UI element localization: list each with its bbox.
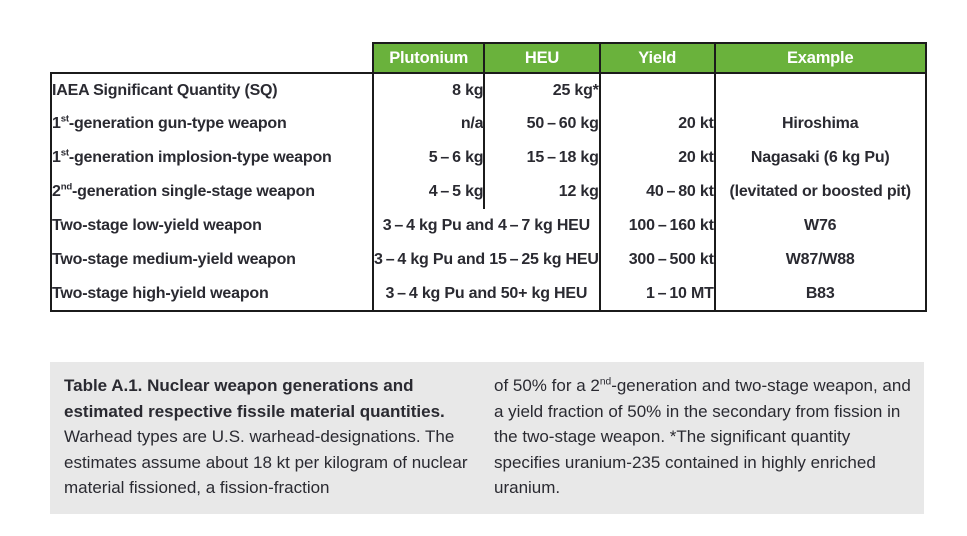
example-value: Hiroshima bbox=[714, 107, 927, 141]
example-value: (levitated or boosted pit) bbox=[714, 175, 927, 209]
material-value: 3 – 4 kg Pu and 15 – 25 kg HEU bbox=[373, 243, 601, 277]
yield-value: 40 – 80 kt bbox=[599, 175, 716, 209]
row-label: 1st-generation gun-type weapon bbox=[50, 107, 374, 141]
plutonium-value: n/a bbox=[373, 107, 486, 141]
table-row: Two-stage medium-yield weapon 3 – 4 kg P… bbox=[50, 243, 927, 277]
table-row: Two-stage high-yield weapon 3 – 4 kg Pu … bbox=[50, 277, 927, 312]
plutonium-value: 8 kg bbox=[373, 73, 486, 107]
heu-value: 15 – 18 kg bbox=[484, 141, 601, 175]
table-row: Two-stage low-yield weapon 3 – 4 kg Pu a… bbox=[50, 209, 927, 243]
column-header-plutonium: Plutonium bbox=[371, 42, 486, 74]
table-row: 1st-generation implosion-type weapon 5 –… bbox=[50, 141, 927, 175]
row-label: 2nd-generation single-stage weapon bbox=[50, 175, 374, 209]
example-value: B83 bbox=[714, 277, 927, 312]
table-row: IAEA Significant Quantity (SQ) 8 kg 25 k… bbox=[50, 72, 927, 107]
caption-right-column: of 50% for a 2nd-generation and two-stag… bbox=[494, 376, 911, 497]
example-value bbox=[714, 73, 927, 107]
plutonium-value: 5 – 6 kg bbox=[373, 141, 486, 175]
heu-value: 25 kg* bbox=[484, 73, 601, 107]
table-row: 1st-generation gun-type weapon n/a 50 – … bbox=[50, 107, 927, 141]
yield-value bbox=[599, 73, 716, 107]
example-value: Nagasaki (6 kg Pu) bbox=[714, 141, 927, 175]
example-value: W76 bbox=[714, 209, 927, 243]
row-label: 1st-generation implosion-type weapon bbox=[50, 141, 374, 175]
heu-value: 50 – 60 kg bbox=[484, 107, 601, 141]
row-label: Two-stage medium-yield weapon bbox=[50, 243, 374, 277]
table-caption: Table A.1. Nuclear weapon generations an… bbox=[50, 362, 924, 514]
example-value: W87/W88 bbox=[714, 243, 927, 277]
row-label: IAEA Significant Quantity (SQ) bbox=[50, 72, 374, 107]
yield-value: 20 kt bbox=[599, 107, 716, 141]
yield-value: 1 – 10 MT bbox=[599, 277, 716, 312]
column-header-example: Example bbox=[713, 42, 927, 74]
yield-value: 300 – 500 kt bbox=[599, 243, 716, 277]
material-value: 3 – 4 kg Pu and 50+ kg HEU bbox=[373, 277, 601, 312]
yield-value: 100 – 160 kt bbox=[599, 209, 716, 243]
material-value: 3 – 4 kg Pu and 4 – 7 kg HEU bbox=[373, 209, 601, 243]
column-header-yield: Yield bbox=[598, 42, 716, 74]
fissile-quantities-table: Plutonium HEU Yield Example IAEA Signifi… bbox=[50, 42, 927, 312]
plutonium-value: 4 – 5 kg bbox=[373, 175, 486, 209]
yield-value: 20 kt bbox=[599, 141, 716, 175]
column-header-heu: HEU bbox=[483, 42, 601, 74]
row-label: Two-stage low-yield weapon bbox=[50, 209, 374, 243]
row-label: Two-stage high-yield weapon bbox=[50, 277, 374, 312]
table-row: 2nd-generation single-stage weapon 4 – 5… bbox=[50, 175, 927, 209]
corner-spacer bbox=[51, 43, 373, 73]
header-row: Plutonium HEU Yield Example bbox=[51, 42, 927, 74]
heu-value: 12 kg bbox=[484, 175, 601, 209]
caption-left-column: Table A.1. Nuclear weapon generations an… bbox=[64, 376, 468, 497]
